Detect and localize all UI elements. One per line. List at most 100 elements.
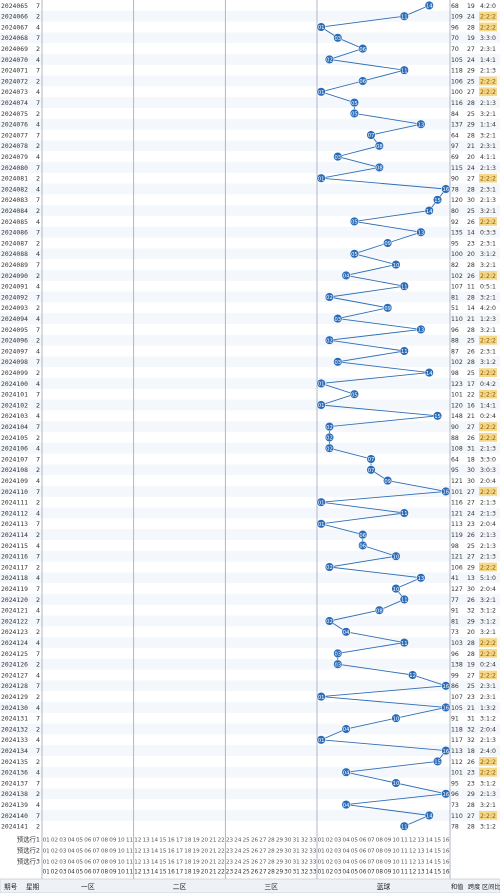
- ratio-cell: 0:5:1: [480, 284, 496, 291]
- period-cell: 2024106: [1, 445, 28, 453]
- blue-ball-mark: [341, 270, 351, 280]
- row-band: [0, 97, 500, 108]
- week-cell: 7: [36, 261, 40, 269]
- blue-number-header: 11: [401, 870, 409, 876]
- red-number-header: 33: [309, 870, 317, 876]
- red-number-header: 15: [159, 870, 167, 876]
- forecast-red-number: 18: [184, 860, 192, 866]
- red-number-header: 22: [217, 870, 225, 876]
- blue-ball-mark: [341, 767, 351, 777]
- blue-number-header: 12: [409, 870, 417, 876]
- forecast-red-number: 03: [59, 860, 67, 866]
- blue-ball-label: 11: [401, 349, 408, 355]
- span-cell: 27: [467, 813, 475, 820]
- ratio-cell: 2:1:3: [480, 100, 496, 107]
- forecast-blue-number: 03: [334, 849, 342, 855]
- forecast-red-number: 24: [234, 860, 242, 866]
- period-cell: 2024073: [1, 88, 28, 96]
- week-cell: 7: [36, 715, 40, 723]
- blue-ball-label: 05: [351, 252, 358, 258]
- blue-ball-label: 13: [418, 576, 425, 582]
- forecast-red-number: 15: [159, 849, 167, 855]
- sum-cell: 98: [451, 370, 459, 377]
- sum-cell: 109: [451, 14, 463, 21]
- ratio-cell: 2:0:4: [480, 478, 496, 485]
- forecast-red-number: 11: [126, 860, 134, 866]
- span-cell: 29: [467, 122, 475, 129]
- ratio-cell: 1:3:2: [480, 705, 496, 712]
- forecast-red-number: 11: [126, 838, 134, 844]
- ratio-cell: 4:2:0: [480, 305, 496, 312]
- blue-ball-mark: [424, 810, 434, 820]
- sum-cell: 105: [451, 705, 463, 712]
- sum-cell: 103: [451, 640, 463, 647]
- week-cell: 4: [36, 607, 40, 615]
- row-band: [0, 486, 500, 497]
- ratio-highlight: [479, 649, 497, 658]
- forecast-blue-number: 02: [326, 849, 333, 855]
- forecast-red-number: 21: [209, 849, 217, 855]
- forecast-red-number: 32: [301, 838, 308, 844]
- ratio-highlight: [479, 757, 497, 766]
- period-cell: 2024071: [1, 67, 28, 75]
- period-cell: 2024074: [1, 99, 28, 107]
- week-cell: 2: [36, 790, 40, 798]
- period-cell: 2024095: [1, 326, 28, 334]
- forecast-red-number: 29: [276, 860, 284, 866]
- blue-ball-label: 02: [326, 338, 333, 344]
- span-cell: 28: [467, 294, 475, 301]
- red-number-header: 08: [101, 870, 109, 876]
- blue-ball-label: 01: [318, 738, 325, 744]
- week-cell: 7: [36, 812, 40, 820]
- week-cell: 2: [36, 466, 40, 474]
- blue-ball-mark: [316, 22, 326, 32]
- span-cell: 14: [467, 230, 475, 237]
- forecast-red-number: 14: [151, 860, 159, 866]
- blue-ball-label: 03: [334, 155, 341, 161]
- week-cell: 4: [36, 88, 40, 96]
- week-cell: 4: [36, 574, 40, 582]
- span-cell: 28: [467, 640, 475, 647]
- week-cell: 4: [36, 218, 40, 226]
- sum-cell: 69: [451, 154, 459, 161]
- span-cell: 29: [467, 564, 475, 571]
- ratio-cell: 3:1:2: [480, 780, 496, 787]
- forecast-blue-number: 01: [318, 860, 326, 866]
- blue-number-header: 08: [376, 870, 384, 876]
- forecast-red-number: 19: [193, 849, 201, 855]
- blue-ball-mark: [366, 454, 376, 464]
- sum-cell: 64: [451, 132, 459, 139]
- forecast-blue-number: 09: [384, 849, 392, 855]
- blue-ball-label: 09: [384, 241, 391, 247]
- forecast-blue-number: 13: [417, 860, 425, 866]
- ratio-cell: 2:3:1: [480, 186, 496, 193]
- blue-ball-label: 01: [318, 90, 325, 96]
- sum-cell: 121: [451, 510, 463, 517]
- sum-cell: 73: [451, 629, 459, 636]
- blue-ball-mark: [333, 357, 343, 367]
- span-cell: 29: [467, 791, 475, 798]
- blue-ball-label: 04: [343, 770, 350, 776]
- period-cell: 2024138: [1, 790, 28, 798]
- period-cell: 2024101: [1, 391, 28, 399]
- blue-number-header: 14: [426, 870, 434, 876]
- span-cell: 25: [467, 338, 475, 345]
- week-cell: 7: [36, 99, 40, 107]
- blue-ball-mark: [383, 476, 393, 486]
- row-band: [0, 205, 500, 216]
- forecast-red-number: 17: [176, 849, 184, 855]
- forecast-red-number: 04: [68, 838, 76, 844]
- week-cell: 7: [36, 650, 40, 658]
- ratio-cell: 3:2:1: [480, 132, 496, 139]
- forecast-red-number: 12: [134, 849, 141, 855]
- blue-ball-label: 12: [409, 673, 416, 679]
- forecast-red-number: 12: [134, 838, 141, 844]
- forecast-red-number: 13: [143, 838, 151, 844]
- blue-ball-mark: [316, 87, 326, 97]
- period-cell: 2024099: [1, 369, 28, 377]
- blue-ball-mark: [416, 119, 426, 129]
- span-cell: 24: [467, 14, 475, 21]
- ratio-cell: 0:4:2: [480, 381, 496, 388]
- red-number-header: 12: [134, 870, 142, 876]
- blue-ball-label: 14: [426, 209, 433, 215]
